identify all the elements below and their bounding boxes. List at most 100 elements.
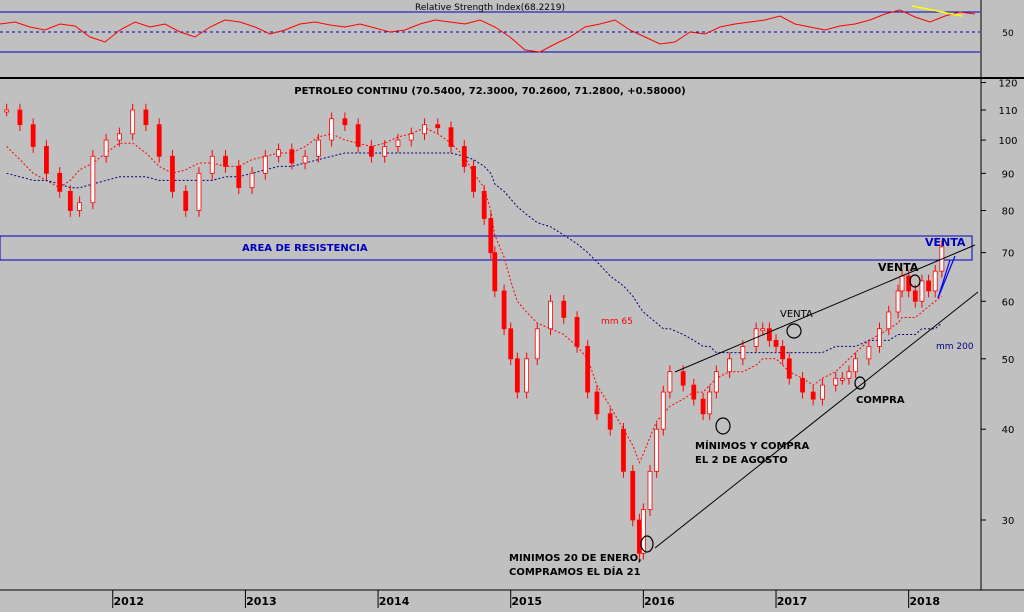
candle-body	[130, 109, 136, 135]
candle-body	[223, 155, 228, 167]
candle-body	[899, 275, 905, 292]
candle-body	[395, 139, 401, 147]
candle-body	[839, 377, 845, 381]
candle-body	[492, 252, 498, 292]
rsi-trend-line	[911, 5, 963, 17]
price-tick-label: 50	[1002, 355, 1015, 366]
candle-body	[700, 398, 706, 415]
time-tick-label: 2012	[113, 595, 144, 608]
candle-body	[926, 280, 931, 292]
time-tick-label: 2017	[777, 595, 808, 608]
candle-body	[116, 133, 122, 141]
wedge-line-b	[937, 259, 951, 299]
moving-averages	[6, 127, 943, 464]
candle-body	[607, 413, 613, 430]
marker-circle-compra	[854, 376, 866, 390]
candle-body	[524, 358, 530, 393]
candle-body	[67, 190, 73, 211]
candle-body	[932, 270, 938, 292]
candle-body	[773, 340, 779, 347]
candles	[4, 103, 945, 560]
candle-body	[501, 290, 507, 330]
candle-body	[103, 139, 109, 157]
candle-body	[621, 428, 626, 472]
price-tick-label: 90	[1002, 169, 1015, 180]
price-panel: PETROLEO CONTINU (70.5400, 72.3000, 70.2…	[0, 79, 1018, 578]
candle-body	[660, 391, 666, 430]
candle-body	[760, 328, 766, 332]
candle-body	[471, 165, 476, 192]
candle-body	[448, 127, 454, 147]
candle-body	[382, 146, 388, 157]
price-tick-label: 30	[1002, 516, 1015, 527]
candle-body	[44, 146, 49, 174]
candle-body	[461, 146, 467, 167]
candle-body	[895, 290, 901, 313]
candle-body	[57, 172, 63, 192]
mm200-line	[6, 152, 943, 354]
candle-body	[766, 328, 772, 341]
candle-body	[17, 109, 23, 126]
rsi-series-line	[0, 9, 976, 53]
candle-body	[329, 118, 335, 141]
time-tick-label: 2014	[379, 595, 410, 608]
price-chart-title: PETROLEO CONTINU (70.5400, 72.3000, 70.2…	[294, 86, 685, 97]
candle-body	[422, 124, 427, 135]
candle-body	[143, 109, 149, 126]
price-tick-label: 100	[998, 136, 1017, 147]
minimos-agosto-line2: EL 2 DE AGOSTO	[695, 455, 788, 466]
candle-body	[919, 280, 925, 302]
candle-body	[680, 371, 686, 386]
marker-circle-venta-mid	[786, 323, 802, 339]
candle-body	[877, 328, 882, 347]
marker-circle-aug	[715, 417, 731, 435]
candle-body	[846, 371, 852, 379]
candle-body	[262, 155, 268, 174]
marker-circle-jan	[640, 535, 654, 553]
candle-body	[630, 470, 636, 521]
candle-body	[276, 149, 281, 157]
candle-body	[647, 470, 653, 511]
candle-body	[727, 358, 732, 373]
candle-body	[548, 300, 553, 330]
candle-body	[912, 290, 918, 302]
candle-body	[636, 519, 642, 554]
candle-body	[810, 391, 816, 400]
candle-body	[90, 155, 96, 204]
candle-body	[170, 155, 175, 192]
rsi-panel: Relative Strength Index(68.2219) 50	[0, 0, 1014, 76]
candle-body	[866, 346, 872, 360]
channel-lower-line	[654, 291, 979, 549]
time-tick-label: 2018	[909, 595, 940, 608]
candle-body	[585, 346, 591, 393]
candle-body	[820, 384, 825, 400]
venta-low-label: VENTA	[878, 261, 919, 274]
candle-body	[514, 358, 520, 393]
mm65-line	[6, 127, 943, 464]
minimos-agosto-line1: MÍNIMOS Y COMPRA	[695, 439, 809, 452]
candle-body	[508, 328, 514, 360]
minimos-enero-line1: MINIMOS 20 DE ENERO,	[509, 553, 642, 564]
candle-body	[289, 149, 295, 164]
price-tick-label: 70	[1002, 249, 1015, 260]
mm200-label: mm 200	[936, 342, 974, 352]
candle-body	[408, 133, 414, 141]
candle-body	[209, 155, 215, 174]
candle-body	[667, 371, 673, 393]
candle-body	[574, 317, 580, 347]
candle-body	[780, 346, 786, 360]
time-tick-label: 2015	[511, 595, 542, 608]
candle-body	[534, 328, 540, 360]
price-tick-label: 110	[998, 106, 1017, 117]
candle-body	[249, 172, 255, 189]
compra-label: COMPRA	[856, 395, 905, 406]
candle-body	[196, 172, 202, 211]
rsi-title: Relative Strength Index(68.2219)	[415, 3, 565, 13]
candle-body	[183, 190, 189, 211]
venta-top-label: VENTA	[925, 236, 966, 249]
candle-body	[707, 391, 713, 415]
price-tick-label: 120	[998, 79, 1017, 90]
time-axis-ticks: 2012 2013 2014 2015 2016 2017 2018	[112, 590, 940, 608]
candle-body	[740, 346, 746, 360]
